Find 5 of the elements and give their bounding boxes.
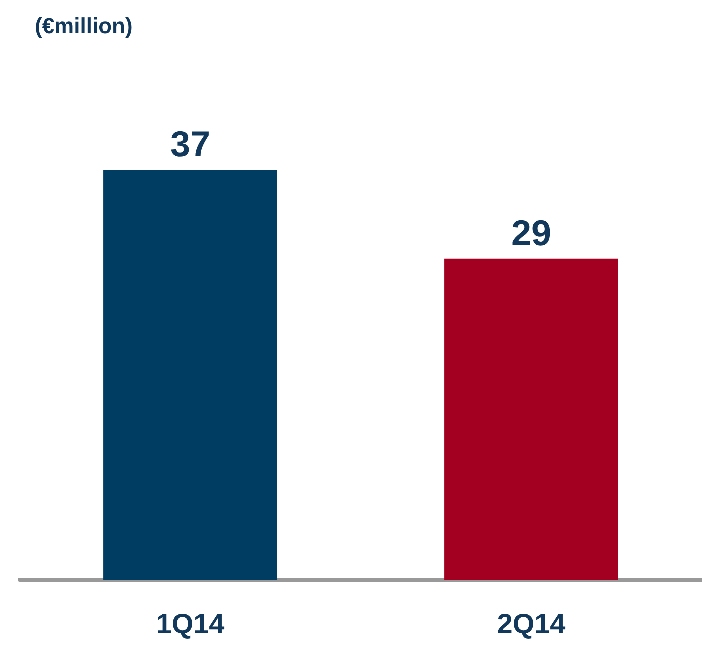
- x-tick-label: 2Q14: [497, 608, 566, 640]
- data-label: 29: [511, 212, 552, 254]
- chart-title: (€million): [35, 14, 133, 38]
- x-tick-label: 1Q14: [156, 608, 226, 640]
- data-label: 37: [170, 124, 211, 165]
